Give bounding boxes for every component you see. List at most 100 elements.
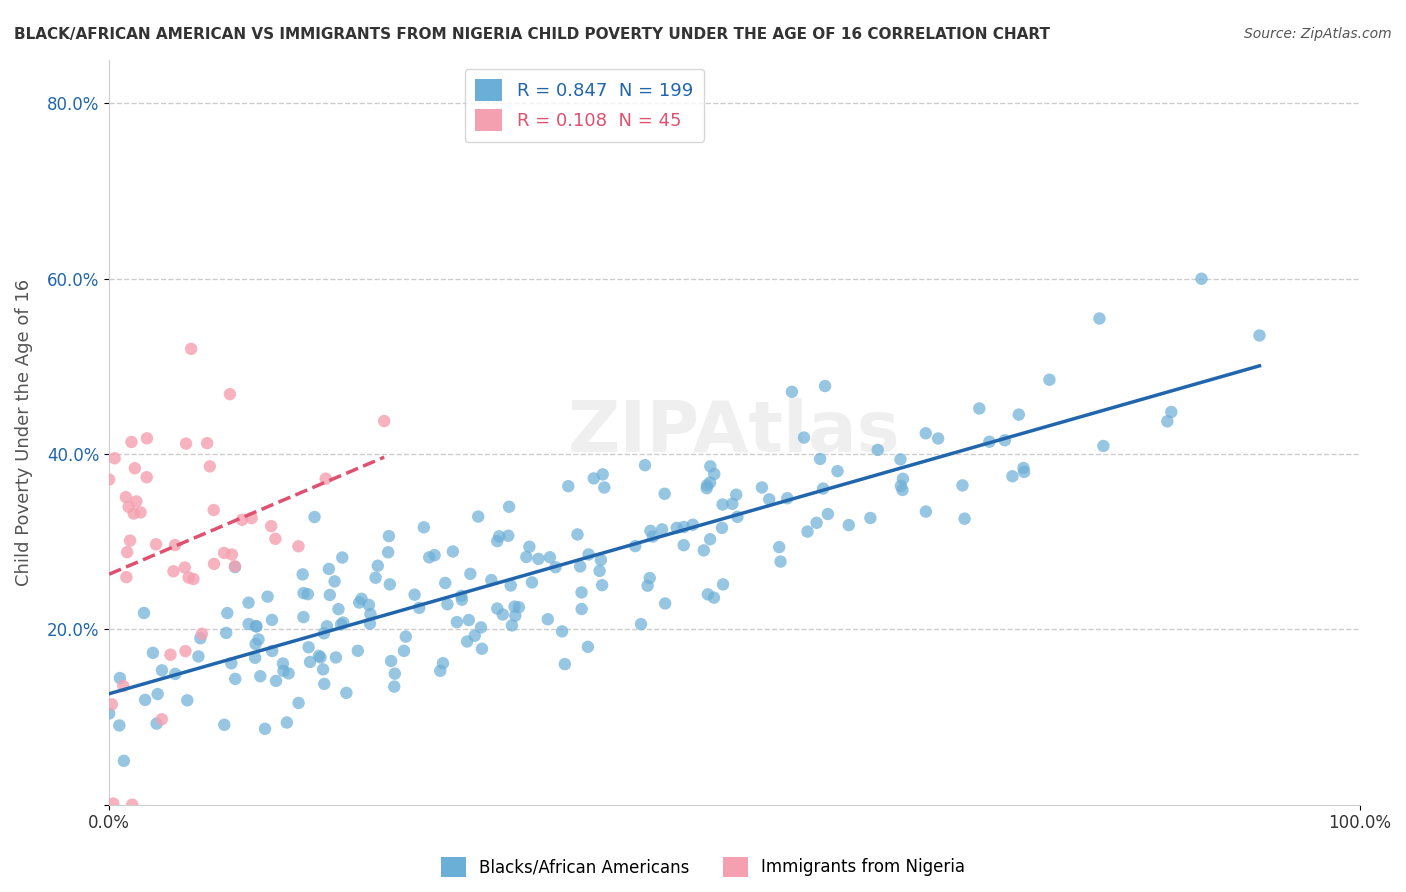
Blacks/African Americans	[245, 619, 267, 633]
Blacks/African Americans	[145, 716, 167, 731]
Blacks/African Americans	[630, 617, 652, 632]
Immigrants from Nigeria	[145, 537, 167, 551]
Blacks/African Americans	[314, 677, 336, 691]
Immigrants from Nigeria	[122, 507, 145, 521]
Immigrants from Nigeria	[195, 436, 218, 450]
Blacks/African Americans	[488, 529, 510, 543]
Blacks/African Americans	[450, 589, 472, 603]
Immigrants from Nigeria	[165, 538, 187, 552]
Blacks/African Americans	[471, 641, 494, 656]
Blacks/African Americans	[224, 560, 246, 574]
Blacks/African Americans	[889, 452, 911, 467]
Blacks/African Americans	[273, 664, 295, 678]
Blacks/African Americans	[592, 467, 614, 482]
Immigrants from Nigeria	[180, 342, 202, 356]
Blacks/African Americans	[567, 527, 589, 541]
Blacks/African Americans	[711, 577, 734, 591]
Blacks/African Americans	[486, 534, 509, 549]
Blacks/African Americans	[806, 516, 828, 530]
Blacks/African Americans	[725, 509, 748, 524]
Blacks/African Americans	[404, 588, 426, 602]
Immigrants from Nigeria	[221, 548, 243, 562]
Blacks/African Americans	[221, 657, 243, 671]
Blacks/African Americans	[492, 607, 515, 622]
Immigrants from Nigeria	[191, 627, 214, 641]
Immigrants from Nigeria	[124, 461, 146, 475]
Blacks/African Americans	[247, 632, 270, 647]
Blacks/African Americans	[710, 521, 733, 535]
Immigrants from Nigeria	[125, 494, 148, 508]
Immigrants from Nigeria	[115, 545, 138, 559]
Blacks/African Americans	[392, 644, 415, 658]
Blacks/African Americans	[108, 718, 131, 732]
Blacks/African Americans	[682, 517, 704, 532]
Immigrants from Nigeria	[174, 644, 197, 658]
Immigrants from Nigeria	[287, 539, 309, 553]
Blacks/African Americans	[479, 573, 502, 587]
Blacks/African Americans	[260, 613, 283, 627]
Immigrants from Nigeria	[129, 505, 152, 519]
Blacks/African Americans	[330, 550, 353, 565]
Blacks/African Americans	[505, 608, 527, 623]
Blacks/African Americans	[98, 706, 121, 721]
Blacks/African Americans	[703, 591, 725, 605]
Blacks/African Americans	[418, 550, 440, 565]
Blacks/African Americans	[811, 482, 834, 496]
Blacks/African Americans	[527, 552, 550, 566]
Blacks/African Americans	[132, 606, 155, 620]
Blacks/African Americans	[1012, 461, 1035, 475]
Immigrants from Nigeria	[202, 503, 225, 517]
Blacks/African Americans	[253, 722, 276, 736]
Immigrants from Nigeria	[115, 490, 138, 504]
Blacks/African Americans	[262, 644, 284, 658]
Blacks/African Americans	[721, 497, 744, 511]
Blacks/African Americans	[703, 467, 725, 481]
Blacks/African Americans	[1092, 439, 1115, 453]
Blacks/African Americans	[325, 650, 347, 665]
Blacks/African Americans	[699, 475, 721, 490]
Blacks/African Americans	[672, 520, 695, 534]
Immigrants from Nigeria	[177, 570, 200, 584]
Blacks/African Americans	[309, 650, 332, 665]
Blacks/African Americans	[544, 560, 567, 574]
Blacks/African Americans	[264, 673, 287, 688]
Immigrants from Nigeria	[136, 431, 159, 445]
Blacks/African Americans	[569, 559, 592, 574]
Blacks/African Americans	[725, 488, 748, 502]
Blacks/African Americans	[914, 426, 936, 441]
Blacks/African Americans	[696, 587, 718, 601]
Immigrants from Nigeria	[135, 470, 157, 484]
Blacks/African Americans	[758, 492, 780, 507]
Blacks/African Americans	[927, 432, 949, 446]
Blacks/African Americans	[304, 510, 326, 524]
Blacks/African Americans	[297, 640, 319, 655]
Blacks/African Americans	[312, 626, 335, 640]
Blacks/African Americans	[969, 401, 991, 416]
Blacks/African Americans	[457, 613, 479, 627]
Immigrants from Nigeria	[212, 546, 235, 560]
Blacks/African Americans	[538, 550, 561, 565]
Blacks/African Americans	[486, 601, 509, 615]
Blacks/African Americans	[793, 431, 815, 445]
Blacks/African Americans	[654, 487, 676, 501]
Blacks/African Americans	[952, 478, 974, 492]
Blacks/African Americans	[503, 599, 526, 614]
Blacks/African Americans	[271, 657, 294, 671]
Blacks/African Americans	[357, 598, 380, 612]
Blacks/African Americans	[994, 434, 1017, 448]
Blacks/African Americans	[551, 624, 574, 639]
Blacks/African Americans	[808, 451, 831, 466]
Blacks/African Americans	[217, 606, 239, 620]
Blacks/African Americans	[380, 654, 402, 668]
Blacks/African Americans	[408, 600, 430, 615]
Blacks/African Americans	[332, 615, 354, 630]
Immigrants from Nigeria	[98, 473, 121, 487]
Blacks/African Americans	[460, 566, 482, 581]
Immigrants from Nigeria	[219, 387, 242, 401]
Blacks/African Americans	[641, 530, 664, 544]
Blacks/African Americans	[866, 442, 889, 457]
Blacks/African Americans	[576, 640, 599, 654]
Blacks/African Americans	[238, 617, 260, 632]
Blacks/African Americans	[470, 620, 492, 634]
Blacks/African Americans	[346, 644, 368, 658]
